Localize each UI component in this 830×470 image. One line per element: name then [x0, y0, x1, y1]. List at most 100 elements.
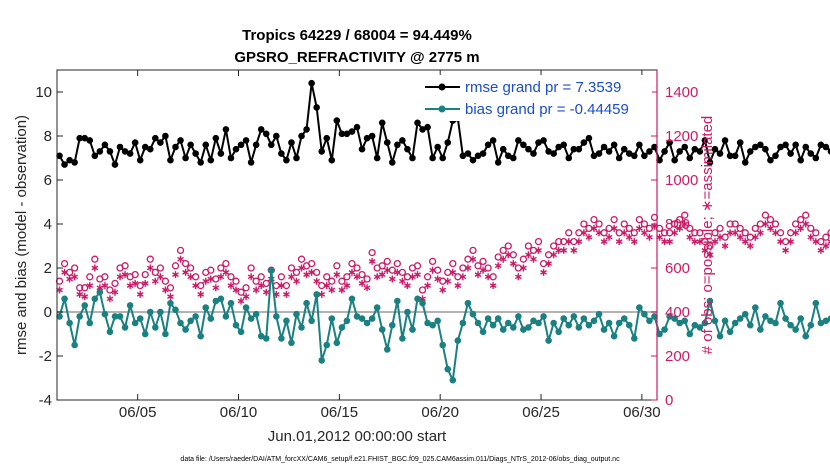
- bias-point: [363, 319, 371, 327]
- rmse-point: [686, 154, 694, 162]
- rmse-point: [827, 148, 830, 155]
- rmse-point: [409, 154, 416, 162]
- obs-possible-point: [348, 259, 356, 268]
- obs-possible-point: [464, 255, 472, 263]
- obs-possible-point: [474, 262, 482, 270]
- rmse-point: [726, 152, 734, 160]
- obs-assimilated-point: [827, 239, 830, 244]
- bias-point: [71, 341, 78, 349]
- rmse-point: [141, 143, 149, 151]
- obs-possible-point: [761, 211, 770, 219]
- obs-assimilated-point: [701, 246, 709, 254]
- obs-assimilated-point: [182, 268, 189, 276]
- bias-point: [489, 321, 497, 329]
- rmse-point: [636, 141, 643, 149]
- bias-point: [762, 313, 769, 320]
- obs-assimilated-point: [484, 273, 492, 281]
- rmse-point: [182, 154, 189, 162]
- obs-possible-point: [469, 246, 477, 255]
- obs-assimilated-point: [762, 220, 769, 228]
- obs-possible-point: [277, 273, 286, 281]
- bias-point: [560, 315, 568, 322]
- obs-possible-point: [580, 220, 588, 228]
- legend-bias-marker: [438, 105, 446, 113]
- rmse-point: [530, 150, 537, 157]
- bias-point: [96, 288, 104, 296]
- obs-assimilated-point: [252, 286, 260, 294]
- obs-assimilated-point: [600, 238, 608, 246]
- bias-point: [615, 319, 623, 327]
- y-tick-label: 4: [44, 216, 52, 233]
- rmse-point: [510, 154, 517, 162]
- rmse-point: [152, 134, 159, 142]
- bias-point: [207, 315, 215, 322]
- rmse-point: [610, 141, 618, 149]
- obs-assimilated-point: [535, 246, 542, 254]
- bias-point: [600, 326, 608, 333]
- bias-point: [605, 319, 613, 327]
- rmse-point: [585, 134, 593, 142]
- obs-assimilated-point: [393, 268, 401, 276]
- obs-assimilated-point: [504, 251, 512, 259]
- rmse-point: [424, 123, 431, 131]
- rmse-point: [429, 154, 436, 162]
- obs-assimilated-point: [570, 246, 578, 254]
- obs-possible-point: [711, 229, 719, 237]
- obs-assimilated-point: [313, 277, 321, 285]
- obs-assimilated-point: [338, 286, 346, 294]
- bias-point: [378, 326, 386, 333]
- rmse-point: [792, 141, 799, 149]
- obs-assimilated-point: [61, 268, 68, 276]
- obs-assimilated-point: [676, 224, 684, 232]
- rmse-point: [283, 156, 290, 164]
- obs-assimilated-point: [323, 282, 331, 290]
- obs-possible-point: [529, 246, 538, 255]
- obs-possible-point: [570, 237, 578, 246]
- obs-assimilated-point: [792, 229, 800, 237]
- obs-possible-point: [660, 229, 669, 237]
- obs-possible-point: [797, 215, 805, 224]
- obs-possible-point: [484, 264, 492, 272]
- obs-possible-point: [333, 262, 341, 270]
- rmse-point: [308, 79, 315, 87]
- bias-point: [494, 315, 502, 322]
- bias-point: [731, 319, 739, 327]
- bias-point: [459, 319, 467, 327]
- bias-point: [162, 330, 169, 338]
- obs-possible-point: [590, 215, 598, 224]
- obs-assimilated-point: [136, 290, 144, 298]
- obs-possible-point: [544, 251, 553, 259]
- obs-assimilated-point: [464, 264, 472, 272]
- obs-assimilated-point: [131, 279, 139, 287]
- obs-assimilated-point: [812, 238, 820, 246]
- bias-point: [499, 326, 507, 333]
- bias-point: [404, 308, 411, 316]
- obs-possible-point: [297, 255, 306, 263]
- obs-possible-point: [706, 242, 714, 250]
- rmse-point: [822, 143, 830, 151]
- obs-assimilated-point: [721, 242, 729, 250]
- rmse-point: [106, 148, 114, 155]
- y2-tick-label: 1200: [665, 128, 698, 145]
- legend-box: [420, 75, 652, 121]
- obs-assimilated-point: [86, 282, 94, 290]
- obs-assimilated-point: [449, 268, 457, 276]
- bias-point: [646, 317, 653, 325]
- bias-point: [308, 317, 315, 325]
- obs-assimilated-point: [797, 224, 805, 232]
- obs-possible-point: [716, 224, 724, 233]
- rmse-point: [757, 141, 764, 149]
- obs-assimilated-point: [353, 273, 361, 281]
- bias-point: [504, 319, 512, 327]
- rmse-point: [288, 139, 295, 146]
- bias-point: [651, 313, 658, 320]
- obs-possible-point: [676, 215, 684, 224]
- bias-point: [520, 326, 527, 333]
- obs-possible-point: [353, 264, 361, 272]
- obs-possible-point: [217, 264, 225, 272]
- rmse-point: [373, 154, 381, 162]
- bias-point: [424, 319, 431, 327]
- rmse-point: [146, 145, 154, 153]
- obs-possible-point: [681, 211, 689, 219]
- obs-possible-point: [186, 264, 195, 272]
